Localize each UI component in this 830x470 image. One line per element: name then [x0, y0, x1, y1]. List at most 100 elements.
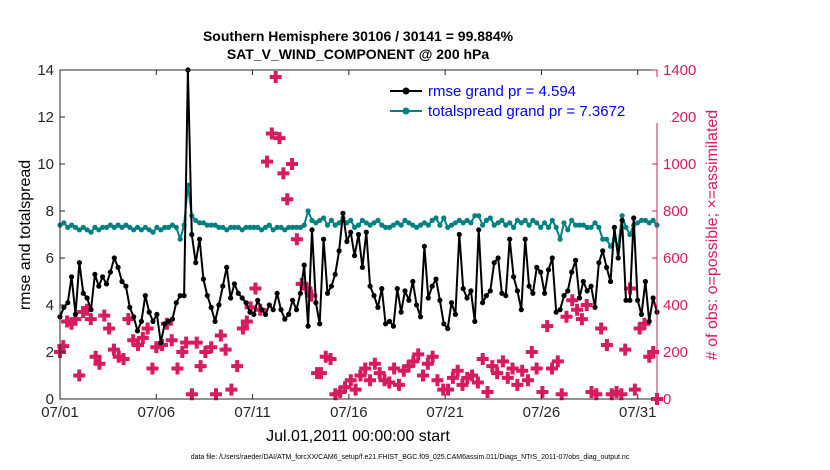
totalspread-point [162, 224, 168, 230]
rmse-point [100, 274, 106, 280]
rmse-point [286, 311, 292, 317]
obs-assimilated-marker [501, 371, 514, 384]
totalspread-point [464, 217, 470, 223]
obs-assimilated-marker [265, 127, 278, 140]
totalspread-point [138, 227, 144, 233]
obs-assimilated-marker [600, 338, 613, 351]
totalspread-point [476, 213, 482, 219]
totalspread-point [204, 222, 210, 228]
y-left-tick-label: 0 [46, 391, 54, 408]
totalspread-point [359, 217, 365, 223]
rmse-point [301, 262, 307, 268]
obs-assimilated-marker [521, 374, 534, 387]
totalspread-point [348, 217, 354, 223]
totalspread-point [270, 227, 276, 233]
totalspread-point [553, 224, 559, 230]
rmse-point [588, 283, 594, 289]
rmse-point [340, 210, 346, 216]
obs-assimilated-marker [491, 367, 504, 380]
rmse-point [553, 309, 559, 315]
totalspread-point [301, 222, 307, 228]
totalspread-point [255, 224, 261, 230]
rmse-point [134, 328, 141, 334]
obs-assimilated-marker [397, 364, 410, 377]
rmse-point [266, 302, 272, 308]
rmse-point [456, 231, 462, 238]
totalspread-point [212, 222, 218, 228]
obs-assimilated-marker [590, 388, 603, 401]
obs-assimilated-marker [541, 320, 554, 333]
obs-assimilated-marker [84, 313, 97, 326]
rmse-point [88, 307, 94, 313]
totalspread-point [398, 222, 404, 228]
rmse-point [290, 297, 296, 303]
obs-assimilated-marker [117, 353, 130, 366]
rmse-point [611, 224, 618, 230]
totalspread-point [456, 217, 462, 223]
x-tick-label: 07/26 [523, 404, 561, 421]
rmse-point [193, 260, 199, 266]
totalspread-point [266, 222, 272, 228]
rmse-point [573, 257, 579, 263]
totalspread-point [638, 217, 645, 223]
obs-assimilated-marker [595, 322, 608, 335]
rmse-point [526, 283, 532, 289]
rmse-point [518, 307, 524, 313]
obs-assimilated-marker [103, 322, 116, 335]
y-left-tick-label: 8 [46, 203, 54, 220]
rmse-point [321, 236, 327, 242]
rmse-point [549, 255, 555, 261]
obs-assimilated-marker [89, 350, 102, 363]
rmse-point [305, 323, 311, 329]
rmse-point [487, 288, 493, 294]
totalspread-point [239, 227, 245, 233]
obs-assimilated-marker [261, 155, 274, 168]
rmse-point [270, 307, 276, 313]
totalspread-point [522, 217, 528, 223]
totalspread-point [386, 224, 393, 230]
y-right-tick-label: 600 [663, 250, 688, 267]
totalspread-point [561, 220, 567, 226]
totalspread-point [503, 222, 509, 228]
rmse-point [584, 288, 590, 294]
rmse-point [228, 295, 234, 301]
rmse-point [417, 314, 424, 320]
obs-assimilated-marker [417, 369, 430, 382]
rmse-point [476, 227, 482, 233]
rmse-point [239, 295, 245, 301]
obs-assimilated-marker [339, 381, 352, 394]
rmse-point [491, 260, 497, 266]
obs-assimilated-marker [471, 376, 484, 389]
rmse-point [371, 293, 377, 299]
totalspread-point [619, 213, 625, 219]
rmse-point [278, 307, 284, 313]
rmse-point [503, 293, 509, 299]
rmse-point [607, 278, 614, 285]
rmse-point [208, 304, 214, 310]
obs-assimilated-marker [107, 343, 120, 356]
rmse-point [72, 311, 79, 317]
totalspread-point [604, 236, 610, 242]
rmse-point [619, 217, 625, 223]
totalspread-point [627, 231, 633, 238]
rmse-point [224, 264, 230, 270]
rmse-point [480, 300, 486, 306]
rmse-point [383, 321, 389, 327]
totalspread-point [592, 220, 598, 226]
totalspread-point [80, 224, 86, 230]
rmse-point [189, 231, 195, 238]
obs-assimilated-marker [136, 331, 149, 344]
totalspread-point [460, 220, 466, 226]
rmse-point [92, 271, 98, 277]
totalspread-point [445, 224, 451, 230]
rmse-point [538, 269, 544, 275]
totalspread-point [92, 224, 98, 230]
totalspread-point [417, 222, 424, 228]
obs-assimilated-marker [638, 317, 651, 330]
totalspread-point [321, 215, 327, 221]
totalspread-point [69, 222, 75, 228]
rmse-point [107, 269, 113, 275]
rmse-point [293, 307, 300, 313]
totalspread-point [472, 213, 478, 219]
totalspread-point [123, 222, 129, 228]
